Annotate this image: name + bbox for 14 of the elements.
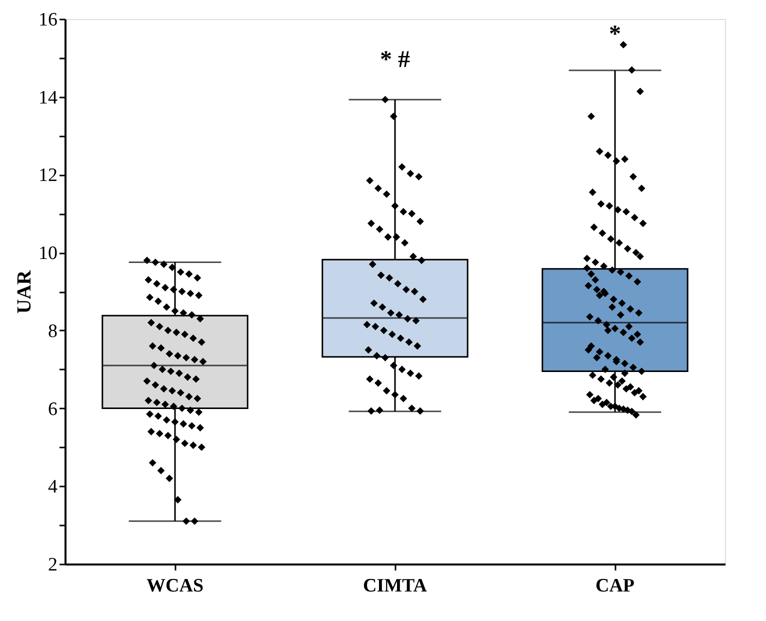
y-tick-label: 12: [38, 165, 58, 186]
y-tick-label: 4: [48, 476, 58, 498]
y-axis-title: UAR: [14, 270, 36, 314]
annotation: *: [609, 21, 621, 48]
annotation: * #: [380, 46, 410, 73]
x-tick-label: WCAS: [146, 576, 204, 596]
y-tick-label: 16: [38, 10, 58, 30]
x-tick-label: CAP: [595, 576, 635, 596]
y-tick-label: 14: [38, 87, 58, 108]
y-tick-label: 6: [48, 398, 58, 420]
x-tick-label: CIMTA: [362, 576, 428, 596]
y-tick-label: 8: [48, 320, 58, 342]
y-tick-label: 10: [38, 243, 58, 264]
y-tick-label: 2: [48, 554, 58, 576]
